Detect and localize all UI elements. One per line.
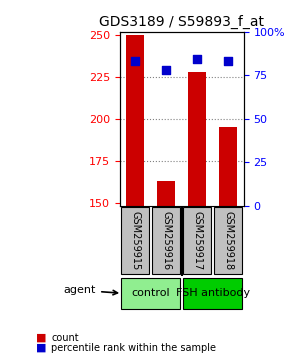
- Bar: [126, 35, 144, 206]
- Point: [226, 58, 230, 64]
- Text: control: control: [131, 288, 170, 298]
- FancyBboxPatch shape: [121, 207, 149, 274]
- Text: GSM259916: GSM259916: [161, 211, 171, 270]
- Bar: [157, 181, 176, 206]
- Text: ■: ■: [36, 333, 46, 343]
- FancyBboxPatch shape: [214, 207, 242, 274]
- Text: GSM259917: GSM259917: [192, 211, 202, 270]
- Bar: [219, 127, 238, 206]
- Text: agent: agent: [64, 285, 118, 295]
- Point: [195, 57, 200, 62]
- Text: GSM259918: GSM259918: [223, 211, 233, 270]
- FancyBboxPatch shape: [121, 278, 180, 309]
- Point: [164, 67, 169, 73]
- FancyBboxPatch shape: [152, 207, 180, 274]
- Text: ■: ■: [36, 343, 46, 353]
- Text: percentile rank within the sample: percentile rank within the sample: [51, 343, 216, 353]
- Bar: [188, 72, 206, 206]
- Text: count: count: [51, 333, 79, 343]
- Text: GSM259915: GSM259915: [130, 211, 140, 270]
- FancyBboxPatch shape: [183, 207, 211, 274]
- Point: [133, 58, 137, 64]
- FancyBboxPatch shape: [183, 278, 242, 309]
- Title: GDS3189 / S59893_f_at: GDS3189 / S59893_f_at: [99, 15, 264, 29]
- Text: FSH antibody: FSH antibody: [176, 288, 250, 298]
